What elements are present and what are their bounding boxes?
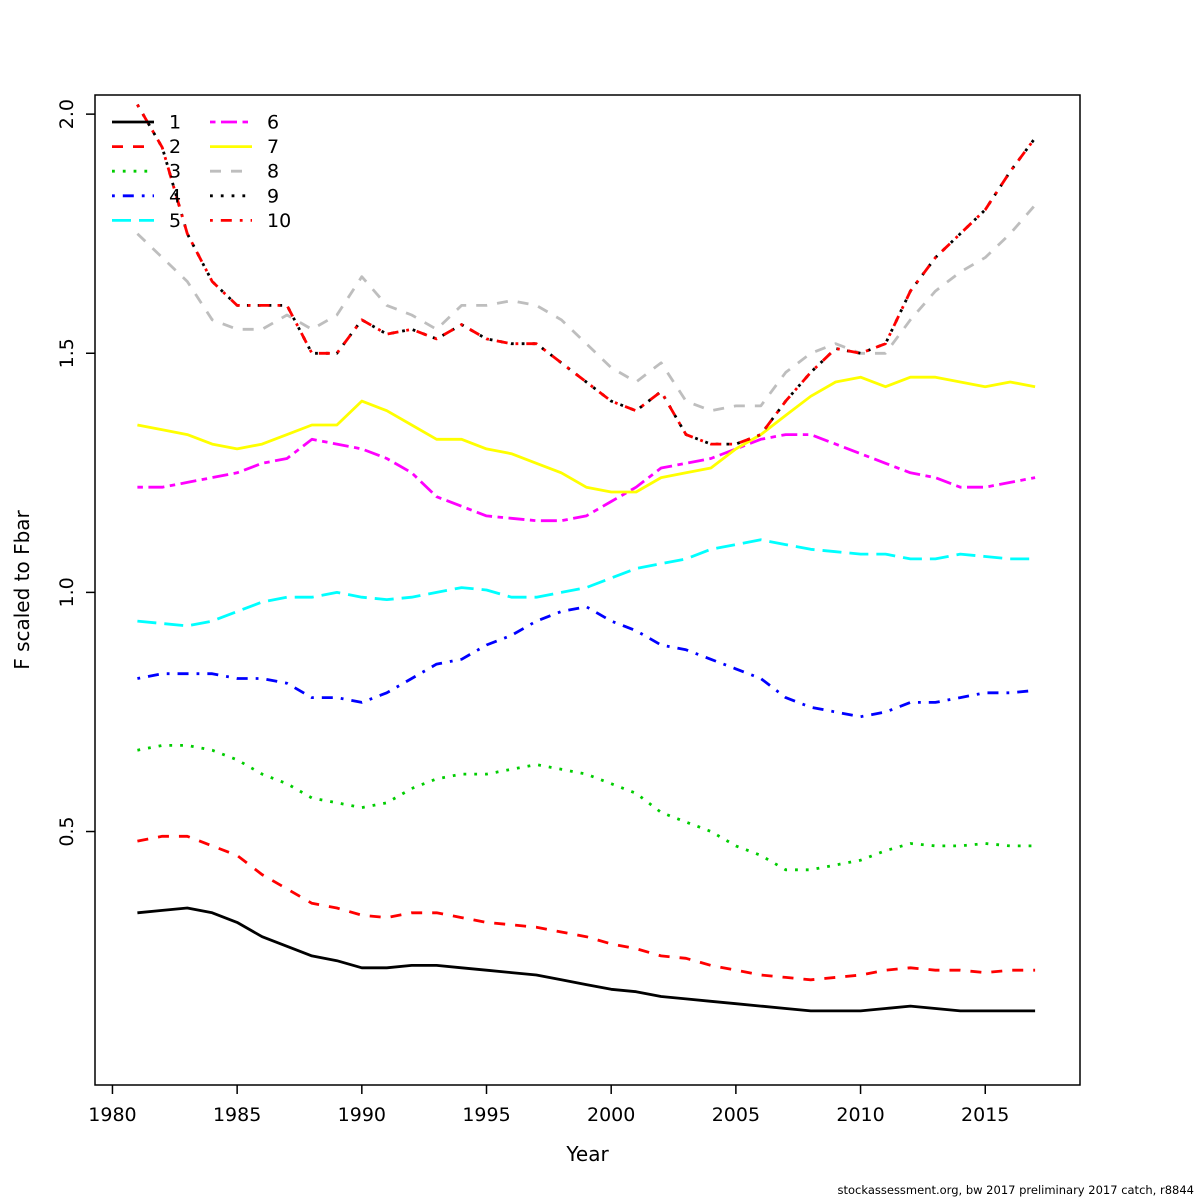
x-tick-label: 2015 xyxy=(961,1104,1009,1126)
y-tick-label: 1.0 xyxy=(56,577,78,607)
x-tick-label: 2010 xyxy=(836,1104,884,1126)
series-line-6 xyxy=(137,433,1036,523)
plot-box xyxy=(94,94,1081,1086)
series-line-4 xyxy=(137,605,1036,719)
x-tick-label: 1985 xyxy=(213,1104,261,1126)
y-tick-label: 1.5 xyxy=(56,338,78,368)
legend: 12 34 5 67 89 10 xyxy=(112,112,291,232)
legend-label-2: 2 xyxy=(169,136,181,158)
legend-label-10: 10 xyxy=(267,210,291,232)
legend-label-8: 8 xyxy=(267,161,279,183)
x-tick-label: 1995 xyxy=(462,1104,510,1126)
legend-label-1: 1 xyxy=(169,112,181,134)
legend-label-4: 4 xyxy=(169,185,181,207)
series-line-9 xyxy=(136,103,1037,446)
series-line-1 xyxy=(137,906,1036,1013)
y-axis-title: F scaled to Fbar xyxy=(10,510,34,670)
legend-label-5: 5 xyxy=(169,210,181,232)
x-tick-label: 2005 xyxy=(712,1104,760,1126)
series-line-5 xyxy=(137,538,1036,628)
x-tick-label: 1990 xyxy=(338,1104,386,1126)
series-line-10 xyxy=(136,103,1037,446)
legend-label-3: 3 xyxy=(169,161,181,183)
series-lines xyxy=(136,103,1037,1013)
series-line-7 xyxy=(137,375,1036,494)
series-line-2 xyxy=(137,834,1036,982)
y-tick-label: 0.5 xyxy=(56,816,78,846)
legend-label-9: 9 xyxy=(267,185,279,207)
series-line-3 xyxy=(137,744,1036,872)
x-axis-title: Year xyxy=(566,1142,609,1166)
legend-label-7: 7 xyxy=(267,136,279,158)
x-tick-label: 1980 xyxy=(88,1104,136,1126)
x-tick-label: 2000 xyxy=(587,1104,635,1126)
legend-label-6: 6 xyxy=(267,112,279,134)
footer-note: stockassessment.org, bw 2017 preliminary… xyxy=(837,1183,1194,1197)
axes: 1980 1985 1990 1995 2000 2005 2010 20150.51.01.… xyxy=(56,99,1009,1126)
y-tick-label: 2.0 xyxy=(56,99,78,129)
series-line-8 xyxy=(136,204,1037,413)
